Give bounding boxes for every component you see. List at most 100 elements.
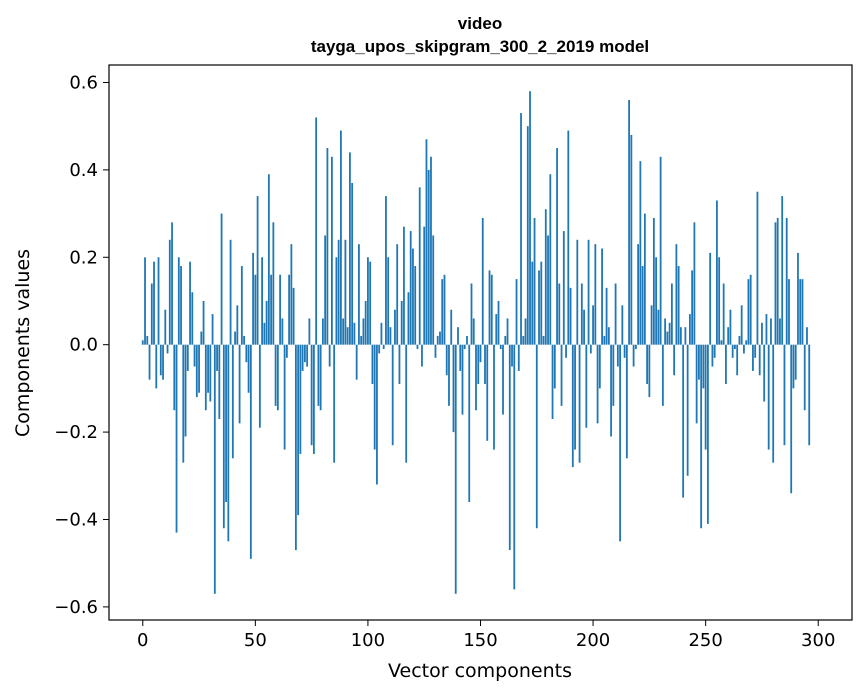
bar	[349, 152, 351, 345]
bar	[718, 257, 721, 345]
bar	[612, 344, 615, 406]
bar	[569, 287, 572, 345]
bar	[193, 344, 196, 367]
bar	[779, 318, 781, 345]
y-tick-label: 0.4	[69, 160, 98, 181]
bar	[326, 148, 329, 345]
bar	[274, 344, 277, 406]
bar	[285, 344, 288, 358]
bar	[303, 344, 306, 363]
bar	[186, 344, 189, 371]
bar	[495, 314, 498, 345]
bar	[637, 244, 640, 345]
y-tick-label: −0.6	[54, 597, 98, 618]
bar	[380, 322, 383, 345]
bar	[162, 344, 164, 380]
bar	[596, 344, 599, 424]
bar	[772, 344, 775, 463]
bar	[727, 327, 730, 345]
bar	[679, 327, 682, 345]
bar	[346, 327, 349, 345]
bar	[297, 344, 300, 516]
bar	[240, 266, 243, 345]
bar	[508, 344, 511, 551]
bar-series	[141, 91, 811, 594]
bar	[781, 196, 784, 345]
bar	[598, 344, 601, 389]
bar	[529, 91, 531, 345]
bar	[511, 344, 513, 367]
bar	[461, 344, 464, 415]
bar	[484, 344, 486, 385]
bar	[655, 257, 658, 345]
bar	[707, 344, 709, 524]
bar	[643, 213, 646, 345]
x-tick-label: 150	[463, 630, 497, 651]
bar	[340, 130, 342, 345]
bar	[423, 226, 426, 345]
bar	[157, 257, 160, 345]
bar	[321, 318, 324, 345]
y-tick-label: 0.2	[69, 247, 98, 268]
y-tick-label: −0.4	[54, 509, 98, 530]
bar	[765, 314, 768, 345]
bar	[729, 309, 732, 345]
bar	[238, 344, 241, 424]
bar	[265, 300, 268, 345]
chart-subtitle: tayga_upos_skipgram_300_2_2019 model	[311, 37, 649, 56]
bar	[664, 318, 667, 345]
bar	[369, 261, 372, 345]
bar	[571, 344, 574, 468]
bar	[234, 331, 236, 345]
bar	[299, 344, 302, 454]
bar	[222, 344, 225, 529]
bar	[722, 283, 725, 345]
bar	[659, 156, 662, 345]
bar	[695, 344, 698, 424]
bar	[400, 300, 403, 345]
bar	[517, 344, 520, 371]
bar	[758, 344, 761, 376]
bar	[731, 344, 734, 358]
bar	[425, 139, 428, 345]
bar	[603, 335, 606, 345]
bar	[749, 274, 752, 345]
bar	[533, 217, 536, 345]
bar	[180, 266, 182, 345]
bar	[445, 344, 448, 376]
bar	[794, 344, 797, 380]
bar	[189, 261, 191, 345]
bar	[204, 344, 207, 411]
bar	[628, 99, 630, 345]
plot-frame	[108, 64, 853, 621]
bar	[171, 222, 173, 345]
bar	[263, 322, 266, 345]
bar	[801, 279, 804, 345]
bar	[254, 274, 257, 345]
bar	[666, 331, 669, 345]
bar	[488, 270, 491, 345]
bar	[522, 335, 525, 345]
bar	[567, 130, 570, 345]
bar	[799, 279, 802, 345]
bar	[616, 344, 619, 367]
bar	[333, 344, 336, 463]
bar	[443, 274, 446, 345]
bar	[587, 239, 590, 345]
bar	[506, 318, 509, 345]
bar	[493, 344, 495, 450]
bar	[344, 239, 347, 345]
bar	[650, 305, 653, 345]
bar	[803, 344, 806, 411]
bar	[698, 344, 700, 380]
bar	[535, 344, 538, 529]
bar	[553, 344, 556, 389]
bar	[675, 244, 678, 345]
bar	[441, 279, 444, 345]
bar	[412, 248, 414, 345]
bar	[211, 314, 214, 345]
bar	[700, 344, 703, 529]
bar	[502, 344, 504, 415]
bar	[619, 344, 621, 542]
y-axis-ticks: −0.6 −0.4 −0.2 0.0 0.2 0.4 0.6	[54, 72, 109, 618]
